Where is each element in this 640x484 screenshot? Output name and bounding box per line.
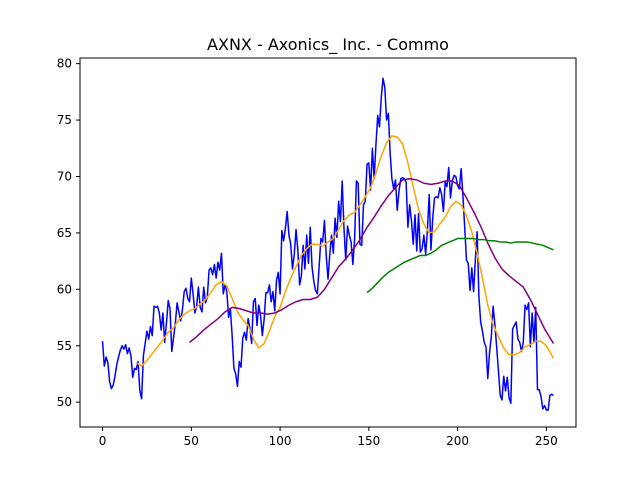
x-tick-label: 0 [99,434,107,448]
plot-frame [79,57,577,428]
y-tick-label: 70 [57,169,72,183]
y-tick-label: 65 [57,226,72,240]
x-tick-label: 100 [269,434,292,448]
x-axis: 0 50 100 150 200 250 [99,427,558,448]
y-tick-label: 80 [57,57,72,71]
series-line-4 [366,237,554,294]
y-tick-label: 75 [57,113,72,127]
y-axis: 50 55 60 65 70 75 80 [57,57,80,409]
chart-title: AXNX - Axonics_ Inc. - Commo [207,35,449,55]
series-line-2 [135,135,555,367]
x-tick-label: 250 [535,434,558,448]
x-tick-label: 200 [446,434,469,448]
x-tick-label: 50 [184,434,199,448]
series-line-3 [189,177,555,344]
y-tick-label: 55 [57,339,72,353]
series-line-1 [101,77,554,411]
x-tick-label: 150 [357,434,380,448]
y-tick-label: 50 [57,395,72,409]
y-tick-label: 60 [57,282,72,296]
plot-series [101,77,555,411]
